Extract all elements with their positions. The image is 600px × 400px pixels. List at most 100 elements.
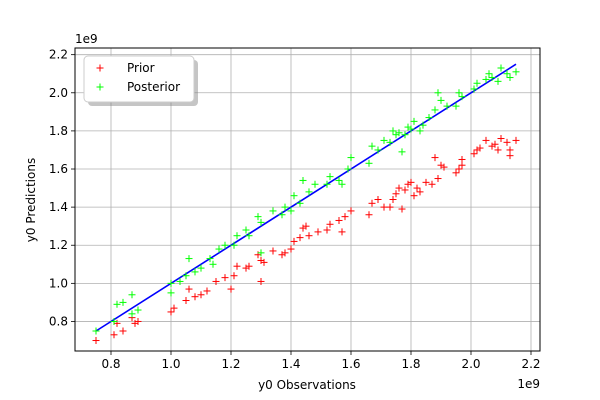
data-point — [431, 106, 439, 114]
x-tick-label: 2.2 — [521, 357, 540, 371]
data-point — [215, 245, 223, 253]
data-point — [494, 77, 502, 85]
data-point — [365, 211, 373, 219]
data-point — [182, 297, 190, 304]
data-point — [482, 136, 490, 144]
data-point — [491, 140, 499, 148]
x-tick-label: 1.2 — [221, 357, 240, 371]
data-point — [380, 136, 388, 144]
data-point — [230, 272, 238, 280]
data-point — [389, 127, 397, 135]
x-tick-label: 1.4 — [281, 357, 300, 371]
data-point — [434, 89, 442, 97]
data-point — [494, 146, 502, 154]
legend-label-prior: Prior — [127, 61, 155, 75]
data-point — [473, 79, 481, 87]
data-point — [512, 136, 520, 144]
data-point — [392, 190, 400, 198]
data-point — [287, 245, 295, 253]
data-point — [506, 74, 514, 82]
data-point — [497, 135, 505, 143]
data-point — [419, 121, 427, 129]
data-point — [488, 74, 496, 82]
data-point — [401, 186, 409, 194]
y-tick-label: 1.4 — [49, 200, 68, 214]
data-point — [134, 317, 142, 325]
y-offset-text: 1e9 — [75, 32, 98, 46]
data-point — [410, 192, 418, 200]
data-point — [344, 165, 352, 173]
data-point — [257, 218, 265, 226]
data-point — [281, 203, 289, 211]
data-point — [260, 258, 268, 266]
y-tick-label: 1.2 — [49, 238, 68, 252]
data-point — [386, 203, 394, 211]
data-point — [470, 150, 478, 158]
data-points — [92, 64, 520, 345]
data-point — [338, 228, 346, 236]
data-point — [254, 213, 262, 221]
data-point — [257, 249, 265, 257]
data-point — [398, 205, 406, 213]
series-prior — [92, 135, 520, 345]
data-point — [119, 298, 127, 306]
data-point — [176, 277, 184, 285]
data-point — [413, 184, 421, 192]
y-tick-label: 1.6 — [49, 162, 68, 176]
data-point — [257, 277, 265, 285]
data-point — [410, 117, 418, 125]
data-point — [269, 247, 277, 255]
data-point — [437, 96, 445, 104]
data-point — [416, 127, 424, 135]
axis-ticks: 0.8 1.0 1.2 1.4 1.6 1.8 2.0 2.2 0.8 1.0 1.2 1.4 1.6 1… — [49, 48, 541, 371]
grid — [75, 48, 540, 351]
data-point — [170, 304, 178, 312]
data-point — [452, 102, 460, 110]
x-tick-label: 2.0 — [461, 357, 480, 371]
y-tick-label: 2.2 — [49, 48, 68, 62]
data-point — [269, 207, 277, 215]
data-point — [326, 173, 334, 181]
reference-line — [95, 63, 517, 332]
data-point — [395, 129, 403, 137]
data-point — [476, 144, 484, 152]
legend: Prior Posterior — [83, 55, 198, 106]
data-point — [185, 255, 193, 263]
data-point — [128, 310, 136, 318]
data-point — [386, 138, 394, 146]
legend-label-posterior: Posterior — [127, 80, 180, 94]
data-point — [167, 308, 175, 316]
data-point — [221, 274, 229, 282]
data-point — [278, 211, 286, 219]
data-point — [92, 337, 100, 345]
data-point — [326, 220, 334, 228]
data-point — [368, 199, 376, 207]
data-point — [233, 232, 241, 240]
x-tick-label: 0.8 — [101, 357, 120, 371]
data-point — [311, 180, 319, 188]
data-point — [428, 180, 436, 188]
data-point — [167, 279, 175, 287]
data-point — [221, 241, 229, 249]
data-point — [335, 216, 343, 224]
legend-marker-posterior — [96, 83, 104, 91]
data-point — [242, 226, 250, 234]
data-point — [401, 131, 409, 139]
data-point — [119, 327, 127, 335]
y-tick-label: 1.0 — [49, 276, 68, 290]
data-point — [335, 176, 343, 184]
data-point — [458, 155, 466, 163]
data-point — [470, 85, 478, 93]
data-point — [296, 199, 304, 207]
data-point — [305, 232, 313, 240]
legend-marker-prior — [96, 64, 104, 72]
data-point — [182, 272, 190, 280]
data-point — [485, 70, 493, 78]
x-tick-label: 1.6 — [341, 357, 360, 371]
data-point — [290, 192, 298, 200]
data-point — [113, 300, 121, 308]
data-point — [287, 207, 295, 215]
data-point — [341, 213, 349, 221]
data-point — [167, 289, 175, 297]
data-point — [455, 165, 463, 173]
